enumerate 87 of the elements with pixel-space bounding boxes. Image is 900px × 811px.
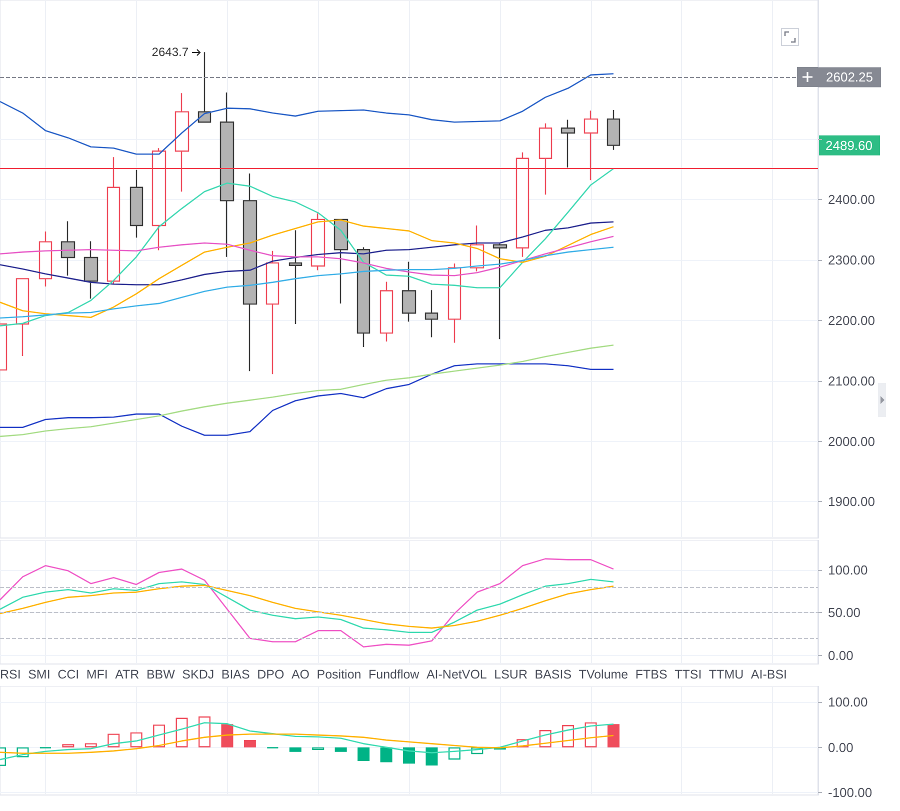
- text: BIAS: [221, 668, 250, 682]
- text: SKDJ: [182, 668, 214, 682]
- line-series: [0, 584, 614, 629]
- text: BBW: [146, 668, 176, 682]
- line-series: [0, 578, 614, 634]
- line-series: [0, 722, 614, 760]
- candlestick: [538, 122, 552, 196]
- y-tick-label: 2200.00: [828, 312, 875, 328]
- text: RSI: [0, 668, 21, 682]
- candlestick: [220, 92, 234, 258]
- candlestick: [84, 240, 98, 300]
- bar: [221, 724, 234, 748]
- y-tick-label: 2300.00: [828, 252, 875, 268]
- candlestick: [448, 262, 462, 344]
- candlestick: [38, 230, 52, 288]
- candlestick: [288, 230, 302, 325]
- candlestick: [310, 212, 326, 271]
- bar: [403, 747, 415, 764]
- text: AI-BSI: [750, 668, 788, 682]
- bar: [130, 732, 142, 748]
- line-series: [0, 219, 614, 318]
- line-series: [0, 344, 614, 438]
- candlestick: [152, 148, 166, 251]
- candlestick: [106, 156, 120, 284]
- candlestick: [516, 152, 530, 258]
- y-tick-label: 0.00: [828, 648, 854, 663]
- candlestick: [60, 220, 76, 276]
- text: SMI: [28, 668, 50, 682]
- candlestick: [606, 109, 620, 151]
- bar: [289, 747, 302, 752]
- candlestick: [424, 290, 438, 338]
- text: TTMU: [708, 668, 744, 682]
- text: FTBS: [635, 668, 668, 682]
- candlestick: [130, 169, 144, 238]
- candlestick: [174, 92, 190, 192]
- bar: [198, 716, 210, 748]
- text: AI-NetVOL: [426, 668, 487, 682]
- bar: [334, 747, 347, 752]
- text: LSUR: [494, 668, 528, 682]
- y-tick-label: 1900.00: [828, 494, 875, 510]
- line-series: [0, 733, 614, 754]
- candlestick: [334, 218, 348, 304]
- y-tick-label: 2000.00: [828, 434, 875, 449]
- bar: [244, 740, 256, 748]
- bar: [358, 747, 370, 761]
- candlestick: [380, 281, 394, 342]
- line-series: [0, 221, 614, 286]
- text: DPO: [257, 668, 284, 682]
- candlestick: [198, 52, 212, 123]
- text: MFI: [86, 668, 108, 682]
- bar: [176, 718, 188, 748]
- text: 2489.60: [826, 138, 872, 153]
- text: AO: [291, 668, 310, 682]
- text: Fundflow: [368, 668, 420, 682]
- text: CCI: [58, 668, 80, 682]
- text: Position: [316, 668, 362, 682]
- y-tick-label: 0.00: [828, 740, 854, 755]
- y-tick-label: 2100.00: [828, 373, 875, 388]
- y-tick-label: 100.00: [828, 562, 868, 578]
- text: TVolume: [578, 668, 628, 682]
- bar: [608, 724, 620, 748]
- annotation: 2643.7: [152, 45, 189, 60]
- candlestick: [356, 246, 370, 348]
- candlestick: [242, 172, 258, 372]
- candlestick: [492, 243, 508, 340]
- y-tick-label: 50.00: [828, 605, 861, 620]
- ref-line-label: 2602.25: [826, 70, 873, 85]
- candlestick: [402, 261, 416, 322]
- line-series: [0, 73, 614, 155]
- text: BASIS: [534, 668, 572, 682]
- y-tick-label: -100.00: [828, 785, 872, 800]
- bar: [426, 747, 438, 766]
- line-series: [0, 236, 614, 276]
- candlestick: [266, 250, 280, 375]
- candlestick: [16, 277, 30, 357]
- bar: [380, 747, 392, 762]
- candlestick: [584, 110, 598, 181]
- y-tick-label: 100.00: [828, 694, 868, 710]
- text: TTSI: [674, 668, 702, 682]
- line-series: [0, 363, 614, 436]
- text: ATR: [115, 668, 140, 682]
- line-series: [0, 558, 614, 648]
- candlestick: [560, 119, 576, 168]
- line-series: [0, 168, 614, 326]
- line-series: [0, 246, 614, 319]
- y-tick-label: 2400.00: [828, 192, 875, 207]
- bar: [84, 743, 97, 748]
